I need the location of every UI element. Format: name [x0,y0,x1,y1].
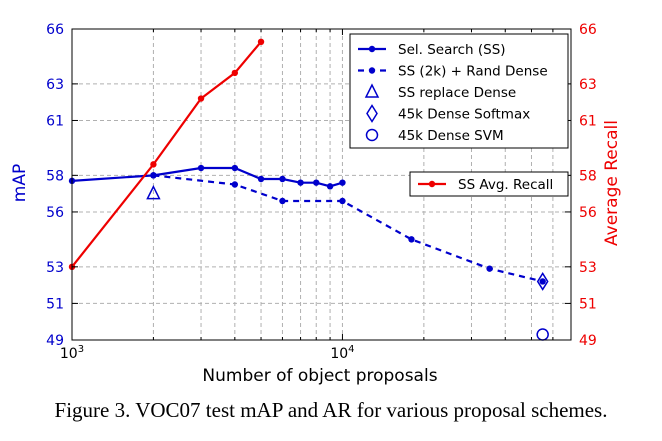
data-point [536,272,549,291]
legend-label: SS Avg. Recall [458,177,553,193]
y2-tick-label: 49 [579,333,597,349]
y2-axis-label: Average Recall [602,120,622,246]
data-point [150,161,157,168]
y2-tick-label: 58 [579,168,597,184]
data-point [539,278,546,285]
data-point [536,328,549,341]
y2-tick-label: 53 [579,260,597,276]
y-tick-label: 58 [46,168,64,184]
data-point [365,128,379,142]
legend-entry: 45k Dense Softmax [366,104,530,123]
y-axis-label: mAP [10,164,30,202]
legend-label: SS replace Dense [398,85,516,101]
data-point [197,95,205,102]
y-tick-label: 53 [46,260,64,276]
series-6 [68,38,265,271]
data-point [231,181,239,188]
data-point [326,183,334,190]
data-point [197,164,205,172]
legend-label: Sel. Search (SS) [398,42,506,58]
plot-area [68,38,549,341]
axes: 49 51 53 56 58 61 63 66 49 51 53 56 58 61 63 66 103 104 [46,22,597,362]
legend-entry: 45k Dense SVM [365,128,504,144]
y2-tick-label: 56 [579,205,597,221]
y-tick-label: 63 [46,77,64,93]
figure-caption: Figure 3. VOC07 test mAP and AR for vari… [54,398,608,422]
data-point [339,197,346,205]
y2-tick-label: 63 [579,77,597,93]
plot-frame [71,28,572,341]
y2-tick-label: 51 [579,296,597,312]
series-5 [536,328,549,341]
series-2 [150,172,546,285]
legend-entry: SS Avg. Recall [418,177,553,193]
y-tick-label: 66 [46,22,64,38]
x-axis-label: Number of object proposals [202,366,437,386]
legend-box [349,33,569,149]
x-tick-label: 104 [330,344,354,362]
legend-entry: SS replace Dense [364,83,516,101]
chart: 49 51 53 56 58 61 63 66 49 51 53 56 58 61 63 66 103 104 S… [10,22,622,386]
data-point [231,164,239,172]
y2-tick-label: 66 [579,22,597,38]
y-tick-label: 51 [46,296,64,312]
legend-label: SS (2k) + Rand Dense [398,64,548,80]
y-tick-label: 49 [46,333,64,349]
series-line [71,166,343,188]
y2-tick-label: 61 [579,113,597,129]
data-point [150,172,157,179]
data-point [279,197,286,205]
legend: Sel. Search (SS) SS (2k) + Rand Dense SS r… [349,33,569,197]
data-point [313,179,320,186]
y-tick-label: 61 [46,113,64,129]
legend-entry: Sel. Search (SS) [358,42,506,58]
data-point [257,38,265,46]
data-point [257,175,265,183]
data-point [428,180,436,188]
data-point [408,236,415,243]
data-point [146,184,161,200]
y-tick-label: 56 [46,205,64,221]
legend-label: 45k Dense Softmax [398,107,530,123]
data-point [279,175,286,183]
data-point [339,179,346,186]
data-point [366,104,378,123]
legend-entry: SS (2k) + Rand Dense [358,64,548,80]
data-point [368,45,376,53]
data-point [231,69,239,77]
data-point [368,67,376,74]
data-point [364,83,380,98]
series-4 [536,272,549,291]
data-point [297,179,304,186]
series-line [71,41,262,268]
x-tick-label: 103 [60,344,84,362]
data-point [486,265,493,272]
series-1 [68,164,346,190]
legend-label: 45k Dense SVM [398,128,504,144]
series-3 [146,184,161,200]
